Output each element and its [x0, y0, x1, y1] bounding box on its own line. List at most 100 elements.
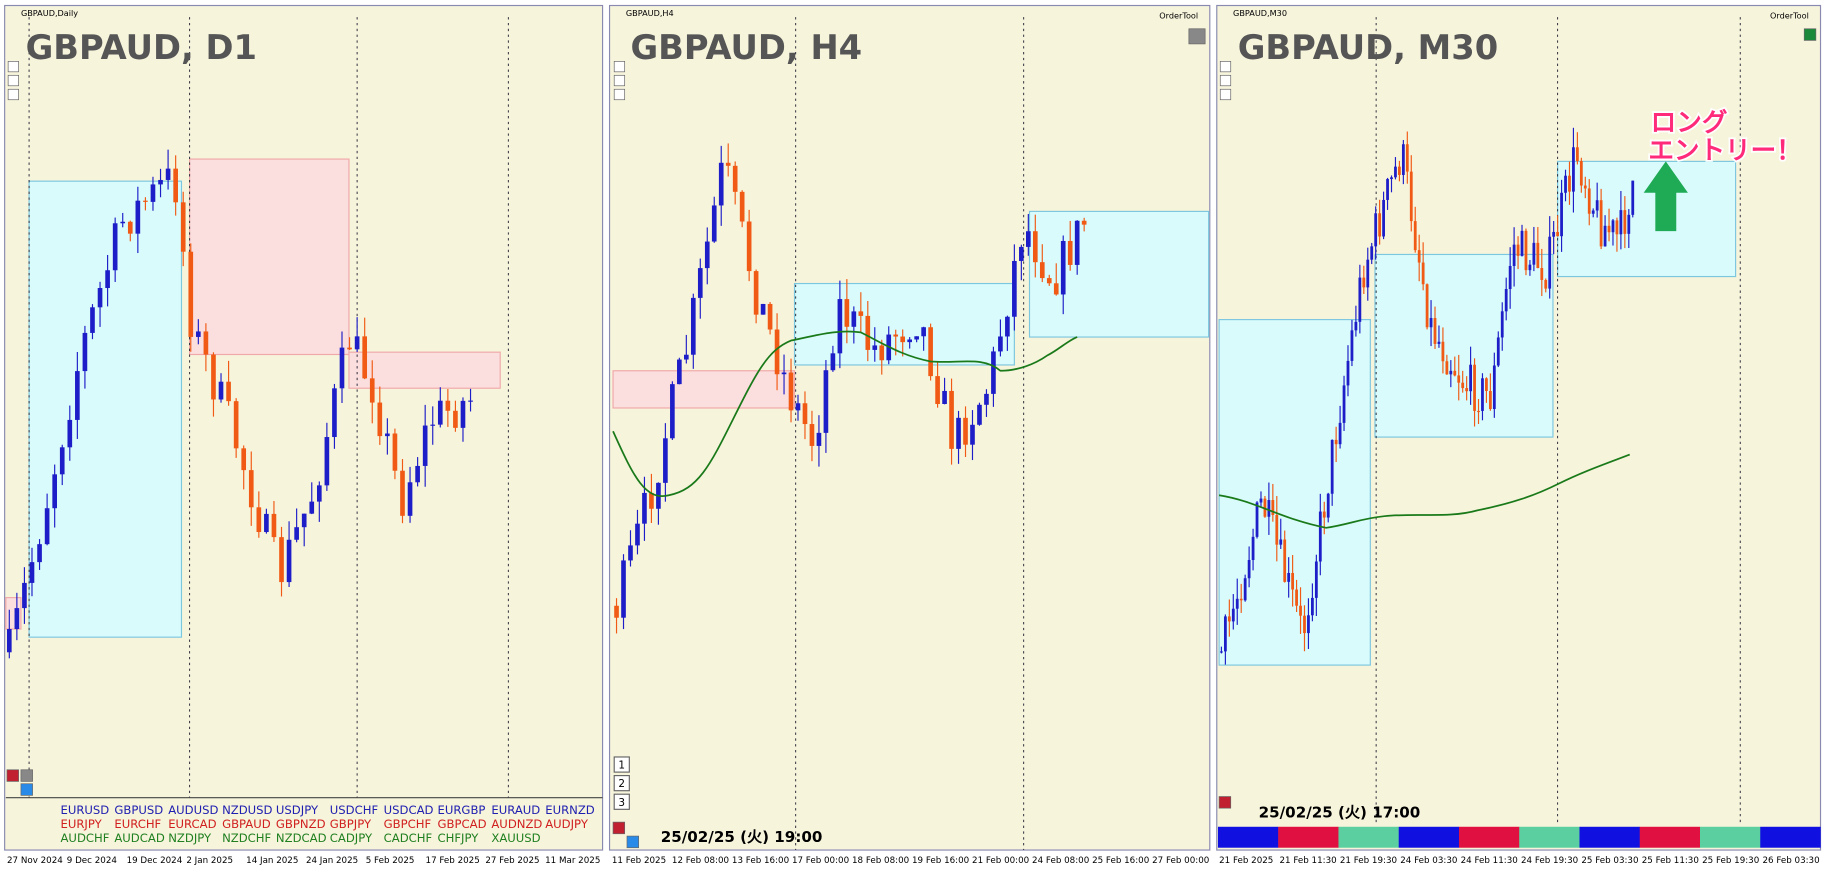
zone [28, 180, 183, 638]
number-button-label: 3 [618, 797, 625, 809]
tool-button[interactable] [20, 783, 33, 796]
candle-body [301, 513, 307, 528]
up-arrow [1643, 161, 1688, 232]
tool-button[interactable] [20, 769, 33, 782]
tool-button[interactable] [626, 835, 639, 849]
close-button[interactable] [6, 769, 19, 782]
chart-header: GBPAUD,M30 [1233, 8, 1287, 18]
symbol-button[interactable]: AUDNZD [491, 817, 542, 831]
symbol-button[interactable]: GBPAUD [222, 817, 271, 831]
order-tool[interactable]: OrderTool [1770, 10, 1809, 20]
symbol-button[interactable]: XAUUSD [491, 831, 540, 845]
yen-button[interactable] [1188, 28, 1206, 45]
close-button[interactable] [612, 821, 626, 835]
candle-body [1512, 244, 1516, 266]
scroll-button[interactable] [7, 88, 19, 101]
strip-block [1217, 826, 1279, 848]
scroll-button[interactable] [613, 60, 626, 73]
candle-body [760, 303, 766, 315]
candle-body [37, 544, 42, 563]
symbol-button[interactable]: AUDJPY [545, 817, 589, 831]
candle-body [614, 605, 619, 618]
candle-body [1291, 572, 1295, 590]
symbol-button[interactable]: GBPNZD [276, 817, 326, 831]
close-button[interactable] [1218, 796, 1232, 809]
symbol-button[interactable]: EURJPY [60, 817, 102, 831]
date-label: 21 Feb 2025 [1219, 856, 1273, 866]
candle-body [67, 419, 73, 448]
symbol-button[interactable]: EURGBP [438, 803, 486, 817]
date-label: 21 Feb 11:30 [1279, 856, 1336, 866]
candle-body [956, 417, 961, 449]
symbol-button[interactable]: NZDCHF [222, 831, 271, 845]
candle-body [1046, 278, 1052, 284]
candle-body [339, 347, 345, 389]
symbol-button[interactable]: CHFJPY [438, 831, 480, 845]
symbol-button[interactable]: USDJPY [276, 803, 319, 817]
date-label: 25 Feb 03:30 [1581, 856, 1638, 866]
symbol-button[interactable]: GBPUSD [114, 803, 163, 817]
candle-body [347, 347, 352, 350]
strip-block [1639, 826, 1701, 848]
symbol-button[interactable]: EURAUD [491, 803, 540, 817]
candle-body [415, 465, 420, 483]
number-button[interactable] [613, 775, 630, 792]
scroll-button[interactable] [1219, 74, 1232, 87]
date-label: 21 Feb 19:30 [1340, 856, 1397, 866]
symbol-button[interactable]: AUDCAD [114, 831, 164, 845]
symbol-button[interactable]: NZDJPY [168, 831, 212, 845]
symbol-button[interactable]: EURCAD [168, 817, 216, 831]
scroll-button[interactable] [1219, 60, 1232, 73]
symbol-button[interactable]: GBPCHF [384, 817, 432, 831]
scroll-button[interactable] [613, 74, 626, 87]
candle-body [1263, 498, 1267, 517]
scroll-button[interactable] [613, 88, 626, 101]
symbol-button[interactable]: AUDUSD [168, 803, 218, 817]
candle-body [437, 400, 443, 425]
candle-body [1473, 364, 1476, 411]
candle-body [29, 562, 35, 583]
candle-body [1012, 260, 1017, 317]
scroll-button[interactable] [7, 60, 19, 73]
symbol-button[interactable]: CADCHF [384, 831, 433, 845]
candle-body [1425, 284, 1429, 328]
symbol-button[interactable]: AUDCHF [60, 831, 109, 845]
symbol-button[interactable]: GBPCAD [438, 817, 487, 831]
chart-controls [6, 28, 1817, 849]
candle-body [1433, 318, 1437, 344]
symbol-button[interactable]: USDCAD [384, 803, 434, 817]
candle-body [90, 307, 95, 333]
candle-body [1354, 321, 1358, 331]
order-tool[interactable]: OrderTool [1159, 10, 1198, 20]
candle-body [1619, 210, 1623, 235]
yen-button[interactable] [1803, 28, 1817, 41]
candle-body [670, 384, 675, 439]
candle-body [900, 336, 906, 343]
number-button[interactable] [613, 793, 630, 810]
candle-body [788, 372, 794, 411]
candle-body [677, 359, 682, 385]
candle-body [767, 303, 773, 330]
candle-body [1421, 262, 1425, 285]
symbol-button[interactable]: EURNZD [545, 803, 595, 817]
date-label: 25 Feb 16:00 [1092, 856, 1149, 866]
scroll-button[interactable] [1219, 88, 1232, 101]
candle-body [1398, 166, 1401, 175]
symbol-button[interactable]: USDCHF [330, 803, 379, 817]
candle-body [1275, 515, 1279, 545]
candles [6, 127, 1635, 665]
candle-body [127, 221, 133, 234]
candle-body [1437, 341, 1441, 344]
symbol-button[interactable]: NZDUSD [222, 803, 272, 817]
candle-body [1019, 246, 1024, 261]
symbol-button[interactable]: EURUSD [60, 803, 109, 817]
number-button[interactable] [613, 756, 630, 773]
symbol-button[interactable]: GBPJPY [330, 817, 372, 831]
candle-body [1251, 536, 1255, 560]
symbol-button[interactable]: CADJPY [330, 831, 373, 845]
symbol-button[interactable]: EURCHF [114, 817, 161, 831]
symbol-button[interactable]: NZDCAD [276, 831, 327, 845]
candle-body [286, 539, 292, 583]
scroll-button[interactable] [7, 74, 19, 87]
